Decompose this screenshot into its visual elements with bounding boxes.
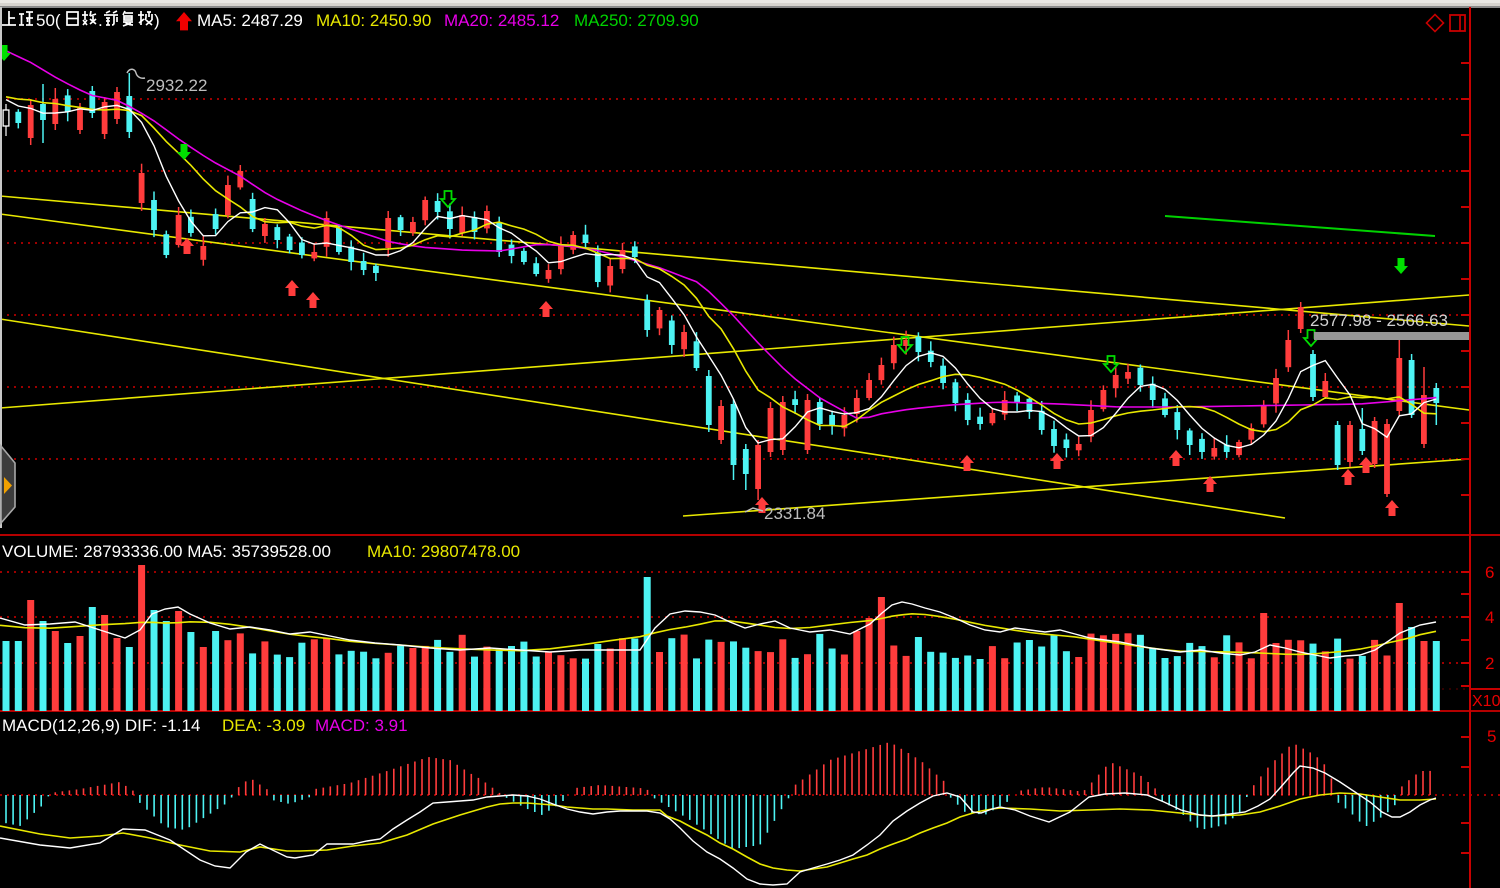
svg-text:4: 4	[1485, 608, 1494, 627]
svg-text:2577.98 - 2566.63: 2577.98 - 2566.63	[1310, 311, 1448, 330]
svg-text:MA20: 2485.12: MA20: 2485.12	[444, 11, 559, 30]
svg-text:MA10: 2450.90: MA10: 2450.90	[316, 11, 431, 30]
svg-text:MA10: 29807478.00: MA10: 29807478.00	[367, 542, 520, 561]
svg-text:): )	[154, 11, 160, 30]
svg-text:.: .	[98, 11, 103, 30]
svg-text:6: 6	[1485, 563, 1494, 582]
svg-text:2331.84: 2331.84	[764, 504, 825, 523]
svg-text:2932.22: 2932.22	[146, 76, 207, 95]
svg-text:DEA: -3.09: DEA: -3.09	[222, 716, 305, 735]
svg-text:MACD(12,26,9) DIF: -1.14: MACD(12,26,9) DIF: -1.14	[2, 716, 200, 735]
svg-text:MACD: 3.91: MACD: 3.91	[315, 716, 408, 735]
svg-text:50(: 50(	[36, 11, 61, 30]
svg-text:MA5: 2487.29: MA5: 2487.29	[197, 11, 303, 30]
svg-text:2: 2	[1485, 654, 1494, 673]
svg-text:X10: X10	[1472, 693, 1500, 710]
svg-text:MA250: 2709.90: MA250: 2709.90	[574, 11, 699, 30]
svg-text:VOLUME: 28793336.00 MA5: 3573: VOLUME: 28793336.00 MA5: 35739528.00	[2, 542, 331, 561]
svg-text:5: 5	[1487, 727, 1496, 746]
